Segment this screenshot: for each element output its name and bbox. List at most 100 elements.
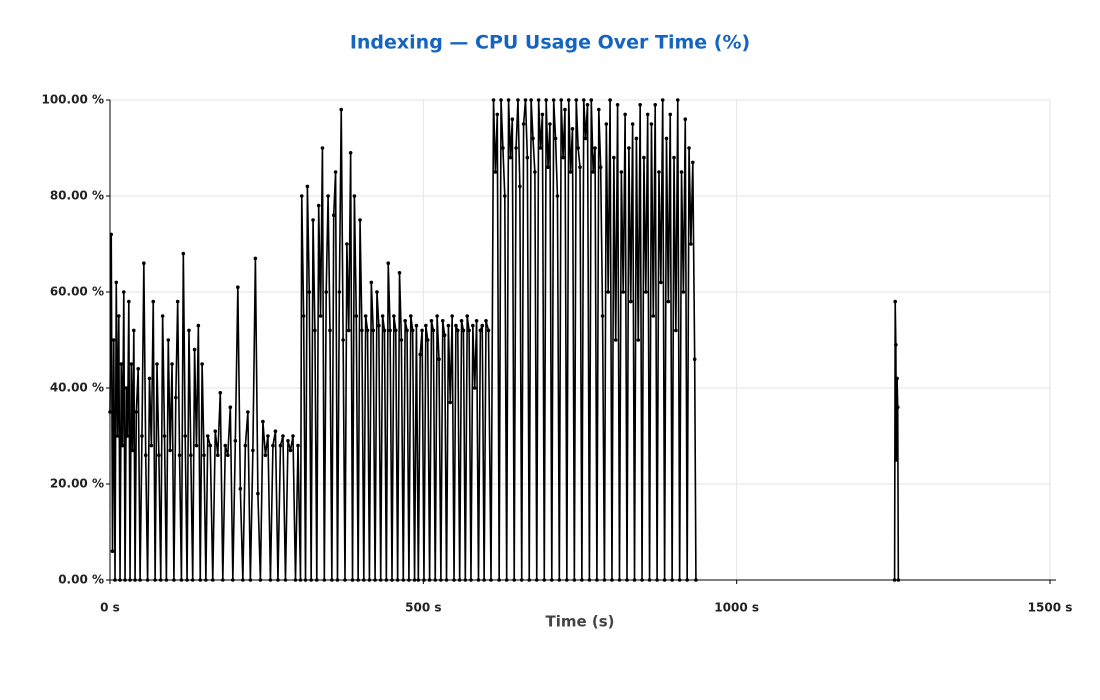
data-point [598,165,603,169]
data-point [625,578,629,582]
data-point [534,578,539,582]
data-point [371,328,376,333]
data-point [670,578,674,582]
data-point [580,578,584,582]
data-point [649,122,654,126]
data-point [346,328,351,333]
data-point [360,328,364,333]
data-point [380,314,385,318]
data-point [322,578,327,582]
data-point [544,98,548,102]
data-point [433,578,438,582]
data-point [519,578,524,582]
data-point [518,184,522,189]
data-point [442,333,447,338]
data-point [452,578,456,582]
data-point [472,386,477,390]
data-point [241,578,245,582]
data-point [597,107,601,112]
data-point [403,319,407,323]
data-point [474,319,479,323]
data-point [110,549,115,553]
data-point [896,578,901,582]
data-point [273,429,278,434]
data-point [437,357,441,362]
data-point [333,170,338,174]
data-point [602,578,607,582]
data-point [330,578,334,582]
data-point [288,448,293,453]
data-point [226,453,230,458]
data-point [301,314,306,318]
data-point [363,314,368,318]
data-point [130,448,135,453]
data-point [645,112,650,117]
data-point [313,328,317,333]
data-point [621,290,626,294]
data-point [395,578,400,582]
data-point [177,453,182,458]
data-point [478,328,483,333]
data-point [258,578,263,582]
data-point [172,578,176,582]
data-point [414,323,419,328]
data-point [362,578,366,582]
data-point [540,112,545,117]
data-point [151,299,156,304]
data-point [236,285,240,290]
data-point [551,98,556,102]
x-tick-label: 0 s [100,601,120,615]
data-point [606,290,610,294]
data-point [124,386,129,390]
data-point [525,155,530,160]
data-point [231,578,235,582]
data-point [116,314,121,318]
data-point [674,328,678,333]
data-point [689,242,693,246]
data-point [568,170,573,174]
data-point [685,578,689,582]
data-point [692,357,697,362]
data-point [149,443,154,448]
data-point [640,578,644,582]
data-point [253,256,258,261]
data-point [431,328,436,333]
data-point [127,299,131,304]
data-point [324,290,329,294]
data-point [484,319,488,323]
data-point [687,146,691,150]
data-point [561,155,565,160]
data-point [111,338,116,342]
data-point [491,98,496,102]
data-point [399,338,404,342]
data-point [298,578,303,582]
data-point [384,578,389,582]
data-point [134,410,139,414]
data-point [563,107,567,112]
data-point [546,165,550,169]
data-point [194,443,199,448]
data-point [343,578,347,582]
data-point [129,362,134,366]
y-tick-label: 0.00 % [58,573,104,587]
data-point [499,98,503,102]
data-point [251,448,255,453]
y-tick-label: 60.00 % [50,285,104,299]
data-point [382,328,387,333]
data-point [585,103,590,107]
y-tick-label: 40.00 % [50,381,104,395]
data-point [578,165,582,169]
data-point [538,146,543,150]
data-point [228,405,233,410]
data-point [162,434,167,438]
data-point [666,299,671,304]
data-point [600,314,605,318]
data-point [125,434,130,438]
data-point [271,443,275,448]
data-point [350,578,355,582]
data-point [508,155,513,160]
data-point [435,314,439,318]
data-point [386,261,391,266]
data-point [454,323,458,328]
